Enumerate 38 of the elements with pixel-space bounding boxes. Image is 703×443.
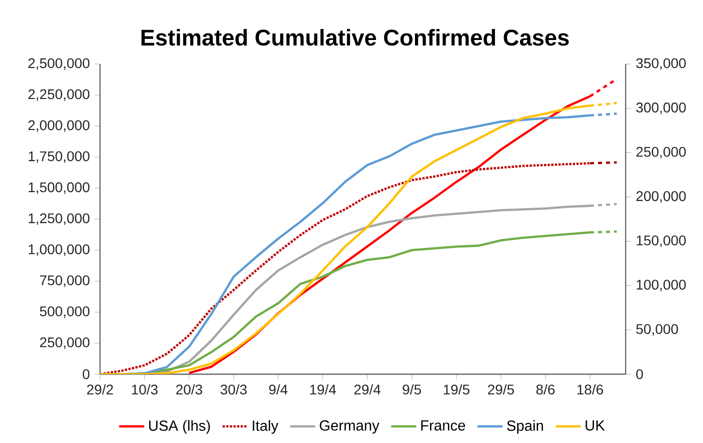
x-tick-label: 9/5	[402, 384, 421, 395]
y-tick-label: 500,000	[40, 306, 90, 318]
legend-label: USA (lhs)	[149, 420, 210, 434]
x-tick-label: 29/2	[87, 384, 113, 395]
y-tick-label: 2,250,000	[28, 89, 90, 101]
x-tick-label: 19/5	[444, 384, 470, 395]
y-tick-label: 2,500,000	[28, 58, 90, 70]
legend-label: Italy	[252, 420, 278, 434]
legend-label: Germany	[320, 420, 380, 434]
y2-tick-label: 0	[636, 369, 643, 380]
x-tick-label: 30/3	[220, 384, 247, 395]
y2-tick-label: 350,000	[636, 58, 686, 70]
x-tick-label: 10/3	[132, 384, 158, 395]
x-tick-label: 18/6	[577, 384, 604, 395]
y-tick-label: 1,250,000	[28, 213, 90, 225]
y-tick-label: 0	[82, 369, 90, 380]
y-tick-label: 1,500,000	[28, 182, 90, 194]
y2-tick-label: 100,000	[636, 280, 686, 292]
y-tick-label: 250,000	[40, 337, 90, 350]
y2-tick-label: 150,000	[636, 236, 686, 248]
x-tick-label: 20/3	[176, 384, 202, 395]
legend-label: France	[421, 420, 466, 431]
x-tick-label: 29/5	[488, 384, 514, 395]
x-tick-label: 9/4	[269, 384, 288, 395]
x-tick-label: 8/6	[536, 384, 555, 395]
legend-label: UK	[586, 420, 605, 431]
y-tick-label: 2,000,000	[28, 120, 90, 132]
y2-tick-label: 50,000	[636, 324, 678, 336]
y2-tick-label: 200,000	[636, 191, 686, 203]
y2-tick-label: 300,000	[636, 102, 686, 114]
chart-title: Estimated Cumulative Confirmed Cases	[142, 29, 569, 46]
x-tick-label: 19/4	[310, 384, 336, 395]
y-tick-label: 1,000,000	[28, 244, 90, 256]
x-tick-label: 29/4	[354, 384, 380, 395]
y-tick-label: 1,750,000	[28, 151, 90, 163]
legend-label: Spain	[507, 420, 543, 434]
y-tick-label: 750,000	[40, 275, 90, 287]
y2-tick-label: 250,000	[636, 146, 686, 158]
